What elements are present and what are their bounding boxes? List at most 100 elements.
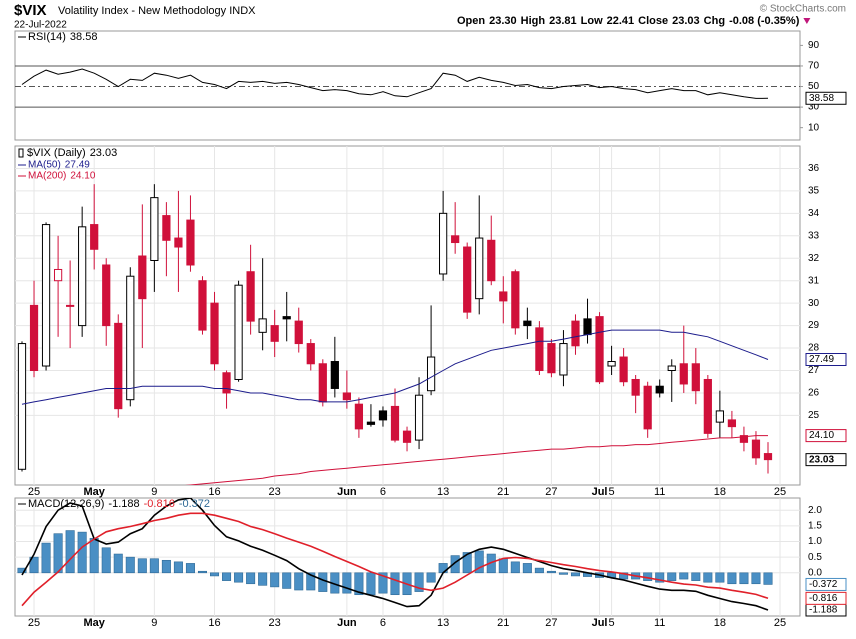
histogram-bar <box>462 552 472 574</box>
histogram-bar <box>498 558 508 574</box>
candle-body <box>583 318 592 336</box>
candle-body <box>487 239 496 282</box>
y-tick-label: 34 <box>808 208 820 219</box>
x-tick-label: May <box>83 486 105 498</box>
y-tick-label: 28 <box>808 343 820 354</box>
histogram-bar <box>438 563 448 574</box>
histogram-bar <box>41 542 51 574</box>
candle-body <box>126 275 135 401</box>
histogram-bar <box>679 572 689 580</box>
symbol: $VIX <box>14 2 47 19</box>
candle-body <box>138 255 147 300</box>
histogram-bar <box>113 553 123 574</box>
legend-name: MACD(12,26,9) <box>28 498 104 510</box>
legend-value: -0.816 <box>144 498 175 510</box>
x-tick-label: 25 <box>28 486 40 498</box>
series-line <box>21 329 769 405</box>
value-box-label: 23.03 <box>809 454 834 465</box>
y-tick-label: 2.0 <box>808 505 822 516</box>
x-tick-label: 21 <box>497 617 509 629</box>
candle-body <box>210 302 219 365</box>
candle-body <box>643 385 652 430</box>
histogram-bar <box>450 555 460 574</box>
candle-body <box>439 212 448 275</box>
y-tick-label: 36 <box>808 163 820 174</box>
y-tick-label: 10 <box>808 122 820 133</box>
y-tick-label: 31 <box>808 275 820 286</box>
value-box-label: -0.816 <box>809 593 838 604</box>
quote-label: Low <box>581 15 603 27</box>
date: 22-Jul-2022 <box>14 20 67 31</box>
legend: MACD(12,26,9) -1.188 -0.816 -0.372 <box>18 498 210 510</box>
histogram-bar <box>65 530 75 574</box>
histogram-bar <box>378 572 388 594</box>
candle-body <box>366 421 376 425</box>
histogram-bar <box>390 572 400 596</box>
value-box-label: -0.372 <box>809 579 838 590</box>
y-tick-label: 35 <box>808 186 820 197</box>
y-tick-label: 70 <box>808 61 820 72</box>
y-tick-label: 90 <box>808 40 820 51</box>
x-tick-label: 11 <box>654 486 665 498</box>
x-tick-label: Jun <box>337 486 357 498</box>
y-tick-label: 25 <box>808 410 820 421</box>
candle-body <box>607 361 616 367</box>
histogram-bar <box>137 558 147 574</box>
x-tick-label: 23 <box>269 617 281 629</box>
histogram-bar <box>342 572 352 594</box>
histogram-bar <box>306 572 316 591</box>
candle-body <box>78 226 87 327</box>
x-tick-label: 11 <box>654 617 665 629</box>
legend-value: -1.188 <box>108 498 139 510</box>
y-tick-label: 33 <box>808 230 820 241</box>
panel-frame <box>14 30 801 141</box>
plot-area <box>15 65 800 108</box>
candle-body <box>547 343 556 374</box>
x-tick-label: 27 <box>545 617 557 629</box>
candle-body <box>114 322 123 410</box>
series-line <box>21 512 769 607</box>
candle-body <box>727 419 737 428</box>
candle-body <box>90 224 99 250</box>
histogram-bar <box>414 572 424 592</box>
candle-body <box>162 215 171 241</box>
value-box <box>805 91 847 105</box>
histogram-bar <box>715 572 725 583</box>
candle-body <box>619 356 628 383</box>
candle-body <box>53 268 63 282</box>
candle-body <box>559 343 568 376</box>
legend: RSI(14) 38.58 <box>18 31 97 43</box>
x-tick-label: Jun <box>337 617 357 629</box>
histogram-bar <box>270 572 280 588</box>
x-tick-label: 23 <box>269 486 281 498</box>
x-tick-label: 13 <box>437 617 449 629</box>
y-tick-label: 1.0 <box>808 536 822 547</box>
histogram-bar <box>282 572 292 589</box>
candle-body <box>763 453 773 461</box>
x-tick-label: 25 <box>28 617 40 629</box>
candle-body <box>258 318 267 333</box>
panel: 25 May 9 16 23 Jun 6 13 21 27 Jul 5 11 18 25 2.0 1.5 1.0 0… <box>14 497 847 629</box>
plot-area <box>15 146 800 485</box>
candle-body <box>535 327 544 372</box>
quote-label: High <box>521 15 546 27</box>
histogram-bar <box>77 531 87 574</box>
legend-title: $VIX (Daily) <box>27 147 86 159</box>
value-box-label: 24.10 <box>809 430 834 441</box>
x-tick-label: 21 <box>497 486 509 498</box>
change-marker <box>803 18 811 24</box>
candle-body <box>451 235 460 244</box>
quote-value: 23.30 <box>489 15 517 27</box>
histogram-bar <box>691 572 701 581</box>
value-box <box>805 453 847 467</box>
histogram-bar <box>185 563 195 574</box>
candle-body <box>29 304 39 372</box>
candle-body <box>655 385 664 394</box>
histogram-bar <box>210 572 220 577</box>
candle-body <box>499 291 508 302</box>
x-tick-label: 27 <box>545 486 557 498</box>
histogram-bar <box>474 550 484 574</box>
histogram-bar <box>294 572 304 591</box>
candle-body <box>475 237 484 300</box>
